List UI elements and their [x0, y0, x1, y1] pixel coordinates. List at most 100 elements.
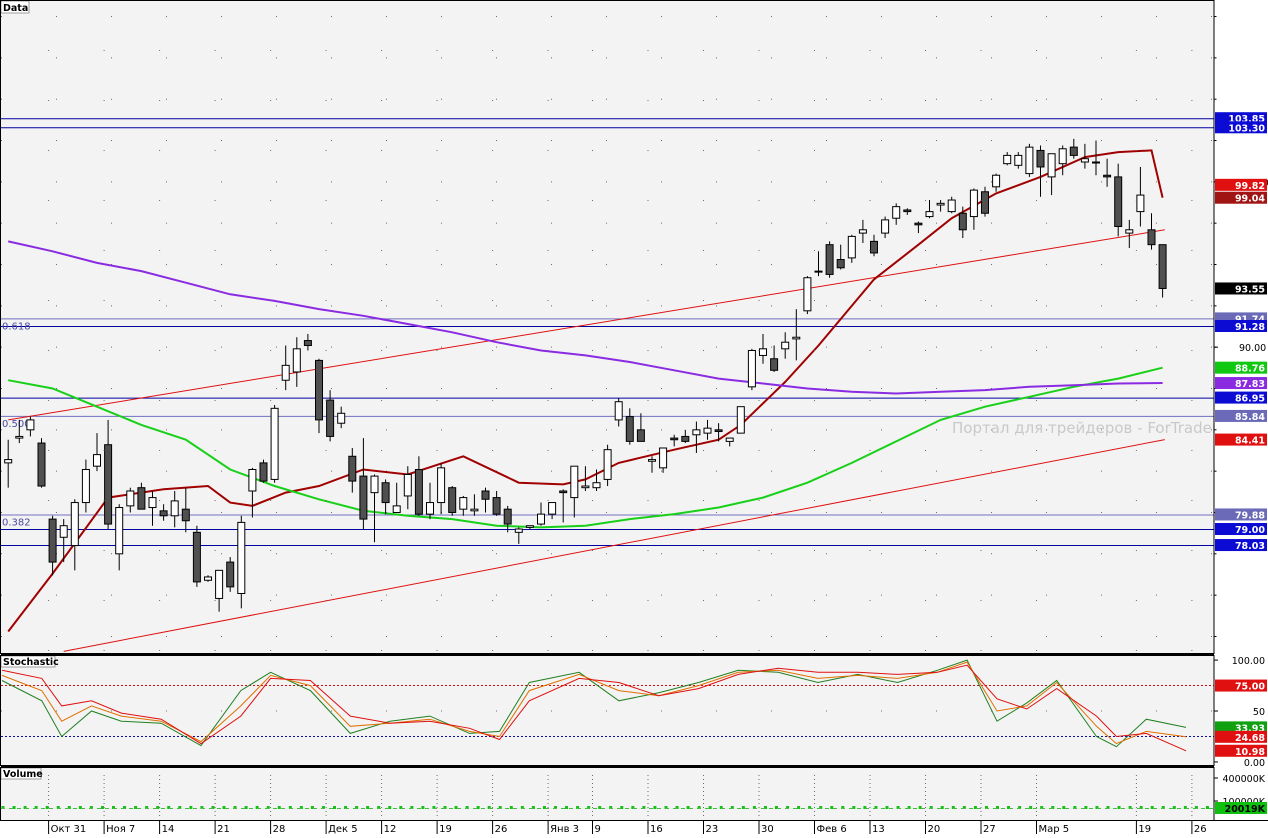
- candle: [315, 358, 323, 434]
- indicator-line: [7, 149, 1164, 633]
- candle: [15, 419, 24, 444]
- stochastic-value-label-bg: [1215, 744, 1267, 757]
- volume-value-label-bg: [1215, 802, 1267, 814]
- x-axis-tick-label: 26: [1194, 824, 1207, 834]
- candle: [81, 459, 90, 513]
- candle: [747, 348, 756, 391]
- candle-body-up: [603, 449, 612, 480]
- candle: [26, 416, 35, 437]
- candle-body-down: [681, 435, 690, 442]
- candle-body-up: [892, 206, 901, 219]
- candle-body-up: [403, 473, 412, 497]
- candle-body-up: [537, 513, 545, 525]
- candle: [936, 200, 945, 212]
- candle-body-up: [858, 229, 867, 234]
- candle-body-up: [803, 277, 812, 312]
- candle: [70, 499, 79, 571]
- candle-body-up: [59, 525, 68, 538]
- candle-body-up: [925, 211, 934, 218]
- x-axis-tick-label: 23: [706, 824, 719, 834]
- candle-body-up: [1058, 148, 1067, 165]
- candle: [1125, 219, 1134, 248]
- x-axis-tick-label: 27: [983, 824, 996, 834]
- price-value-label: 99.04: [1235, 194, 1265, 205]
- candle: [648, 456, 656, 473]
- candle: [1136, 166, 1145, 227]
- candle: [969, 188, 978, 230]
- candle-body-up: [881, 219, 890, 234]
- fib-level-label: 0.500: [2, 419, 31, 430]
- candle: [914, 221, 923, 234]
- candle-body-up: [270, 407, 279, 480]
- candle-body-up: [969, 189, 978, 218]
- candle: [392, 482, 401, 513]
- candle: [1014, 152, 1023, 169]
- price-value-label: 85.84: [1235, 412, 1265, 423]
- x-axis-tick-label: 14: [162, 824, 175, 834]
- candle-body-down: [414, 468, 423, 515]
- volume-tick-label: 400000K: [1223, 774, 1266, 785]
- candle: [215, 569, 224, 612]
- price-value-label-bg: [1215, 112, 1267, 125]
- price-value-label-bg: [1215, 539, 1267, 552]
- candle: [1047, 153, 1056, 196]
- candle-body-up: [115, 507, 124, 555]
- candle: [1080, 143, 1089, 169]
- candle-body-down: [559, 490, 568, 494]
- candle-body-up: [570, 465, 579, 499]
- candle: [48, 515, 57, 576]
- candle-body-up: [337, 412, 346, 424]
- candle-body-down: [625, 416, 634, 442]
- candle-body-up: [692, 429, 701, 436]
- candle: [592, 469, 601, 491]
- stochastic-value-label-bg: [1215, 679, 1267, 692]
- candle: [259, 459, 268, 483]
- candle: [992, 173, 1001, 192]
- candle: [303, 333, 312, 351]
- candle: [559, 489, 568, 523]
- candle-body-down: [1036, 149, 1045, 168]
- candle: [470, 494, 479, 516]
- price-value-label-bg: [1215, 121, 1267, 134]
- stochastic-tick-label: 0.00: [1244, 758, 1265, 769]
- candle-body-down: [503, 508, 512, 525]
- price-value-label: 93.55: [1235, 284, 1265, 295]
- candle-body-up: [1047, 153, 1056, 178]
- candle-body-up: [947, 199, 956, 213]
- price-value-label-bg: [1215, 282, 1267, 295]
- candle: [226, 557, 235, 592]
- candle: [836, 244, 845, 270]
- candle-body-down: [137, 487, 146, 510]
- candle-body-up: [470, 508, 479, 512]
- candle-body-up: [747, 349, 756, 388]
- candle-body-up: [1080, 158, 1089, 163]
- candle-body-up: [437, 467, 446, 504]
- candle-body-down: [914, 222, 923, 226]
- indicator-line: [8, 366, 1163, 529]
- stochastic-panel-title: Stochastic: [3, 657, 59, 668]
- candle-body-up: [792, 336, 801, 340]
- candle-body-down: [326, 399, 335, 437]
- x-axis-tick-label: 20: [928, 824, 941, 834]
- stochastic-panel: [1, 659, 1214, 752]
- x-axis-tick-label: 12: [384, 824, 397, 834]
- candle-body-up: [148, 497, 157, 509]
- price-value-label: 87.83: [1235, 379, 1265, 390]
- fib-level-label: 0.382: [2, 517, 31, 528]
- candle: [537, 502, 545, 526]
- candle: [570, 465, 579, 518]
- candle: [1103, 158, 1112, 187]
- candle: [492, 490, 501, 516]
- price-value-label-bg: [1215, 508, 1267, 521]
- price-value-label-bg: [1215, 191, 1267, 204]
- stochastic-plot-area: [1, 655, 1214, 765]
- candle-body-up: [614, 401, 623, 421]
- candle: [603, 444, 612, 487]
- candle: [881, 216, 890, 239]
- price-value-label-bg: [1215, 523, 1267, 536]
- candle: [1147, 213, 1156, 250]
- stochastic-value-label-bg: [1215, 730, 1267, 743]
- candle: [181, 487, 190, 533]
- candle: [1092, 140, 1100, 176]
